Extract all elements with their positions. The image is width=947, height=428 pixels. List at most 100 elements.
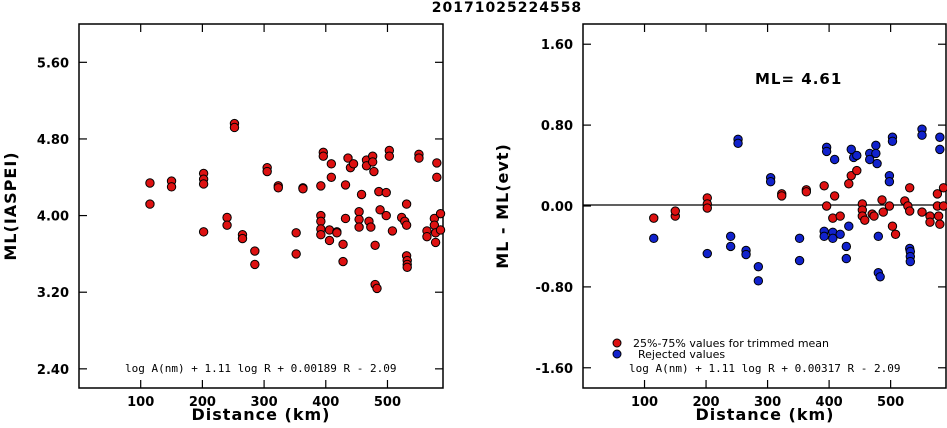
right-x-axis-label: Distance (km) — [696, 405, 835, 424]
data-point — [273, 183, 283, 193]
data-point — [387, 226, 398, 236]
trimmed-mean-point — [670, 206, 680, 216]
data-point — [262, 166, 272, 177]
rejected-point — [917, 130, 927, 140]
rejected-point — [741, 249, 751, 260]
right-formula-annotation: log A(nm) + 1.11 log R + 0.00317 R - 2.0… — [629, 362, 901, 375]
right-y-tick-label: -0.80 — [536, 281, 573, 296]
trimmed-mean-point — [905, 206, 915, 216]
rejected-point — [753, 261, 764, 272]
trimmed-mean-point — [649, 213, 659, 223]
trimmed-mean-point — [835, 211, 845, 221]
rejected-point — [725, 231, 736, 242]
data-point — [354, 222, 364, 232]
rejected-point — [819, 231, 829, 242]
rejected-point — [702, 248, 712, 259]
right-x-tick-label: 200 — [692, 395, 719, 410]
left-x-ticks: 100 200 300 400 500 — [127, 24, 401, 410]
trimmed-mean-point — [933, 211, 944, 221]
data-point — [356, 189, 367, 200]
data-point — [198, 227, 209, 237]
left-y-tick-label: 5.60 — [37, 56, 69, 71]
rejected-point — [844, 221, 854, 231]
data-point — [326, 172, 337, 182]
left-y-axis-label: ML(IASPEI) — [1, 151, 20, 260]
rejected-point — [794, 255, 805, 266]
left-x-tick-label: 400 — [312, 395, 339, 410]
left-y-tick-label: 4.00 — [37, 210, 69, 225]
right-y-tick-label: 0.00 — [541, 200, 573, 215]
data-point — [384, 151, 395, 161]
legend-label-rejected: Rejected values — [638, 348, 725, 361]
trimmed-mean-point — [925, 217, 935, 227]
data-point — [291, 228, 301, 238]
right-data-points — [649, 124, 947, 286]
data-point — [432, 158, 442, 168]
rejected-point — [725, 241, 736, 252]
rejected-point — [821, 146, 832, 157]
rejected-point — [733, 138, 743, 149]
data-point — [222, 212, 232, 223]
trimmed-mean-point — [887, 221, 898, 231]
data-point — [326, 159, 337, 169]
data-point — [369, 166, 379, 177]
legend-label-trimmed: 25%-75% values for trimmed mean — [633, 337, 829, 350]
data-point — [402, 262, 412, 273]
data-point — [145, 178, 155, 188]
rejected-point — [841, 253, 852, 264]
trimmed-mean-point — [938, 183, 947, 193]
right-y-tick-label: 0.80 — [541, 119, 573, 134]
data-point — [332, 228, 342, 238]
rejected-point — [753, 276, 764, 286]
data-point — [430, 237, 441, 248]
rejected-point — [794, 233, 805, 244]
rejected-point — [871, 140, 881, 151]
data-point — [316, 181, 326, 191]
data-point — [250, 246, 260, 256]
rejected-point — [835, 229, 845, 240]
trimmed-mean-point — [938, 201, 947, 211]
data-point — [422, 231, 432, 242]
data-point — [435, 208, 446, 219]
data-point — [338, 239, 348, 250]
data-point — [166, 182, 177, 192]
data-point — [343, 153, 353, 163]
data-point — [291, 249, 301, 259]
rejected-point — [884, 177, 895, 187]
data-point — [372, 283, 382, 294]
right-y-axis-label: ML - ML(evt) — [493, 143, 512, 269]
legend-marker-rejected — [612, 349, 622, 359]
rejected-point — [875, 272, 885, 282]
ml-value-label: ML= 4.61 — [755, 70, 842, 88]
rejected-point — [935, 144, 945, 155]
trimmed-mean-point — [821, 201, 832, 211]
data-point — [348, 159, 359, 169]
right-x-ticks: 100 200 300 400 500 — [631, 24, 904, 410]
legend-marker-trimmed — [612, 338, 622, 348]
trimmed-mean-point — [819, 181, 829, 191]
left-x-tick-label: 200 — [189, 395, 216, 410]
trimmed-mean-point — [877, 195, 887, 205]
data-point — [229, 122, 240, 133]
left-formula-annotation: log A(nm) + 1.11 log R + 0.00189 R - 2.0… — [125, 362, 397, 375]
data-point — [414, 153, 424, 163]
data-point — [354, 207, 364, 217]
left-x-tick-label: 500 — [374, 395, 401, 410]
trimmed-mean-point — [829, 191, 840, 201]
data-point — [367, 157, 378, 167]
data-point — [145, 199, 155, 209]
left-y-tick-label: 3.20 — [37, 286, 69, 301]
right-x-tick-label: 300 — [754, 395, 781, 410]
rejected-point — [873, 231, 884, 242]
rejected-point — [841, 241, 852, 252]
data-point — [324, 235, 335, 246]
left-data-points — [145, 118, 446, 294]
data-point — [318, 151, 329, 161]
data-point — [222, 220, 232, 230]
rejected-point — [765, 177, 776, 187]
left-x-axis-label: Distance (km) — [192, 405, 331, 424]
data-point — [250, 259, 260, 270]
trimmed-mean-point — [878, 207, 888, 217]
trimmed-mean-point — [905, 183, 915, 193]
rejected-point — [649, 233, 659, 244]
